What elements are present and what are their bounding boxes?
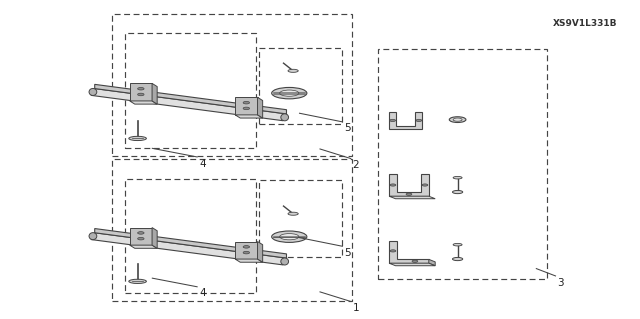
Ellipse shape [453,176,462,179]
Polygon shape [235,241,257,259]
Bar [259,180,342,257]
Polygon shape [130,101,157,104]
Ellipse shape [390,119,396,122]
Bar [259,48,342,124]
Polygon shape [389,112,422,129]
Ellipse shape [272,231,307,242]
Polygon shape [95,228,287,258]
Ellipse shape [406,193,412,195]
Polygon shape [95,84,287,114]
Text: 5: 5 [344,248,351,258]
Ellipse shape [453,118,462,121]
Polygon shape [91,233,287,265]
Bar [378,49,547,279]
Ellipse shape [243,246,250,248]
Ellipse shape [138,87,144,90]
Polygon shape [130,83,152,101]
Text: 4: 4 [199,159,205,168]
Bar [125,179,256,293]
Bar [112,160,352,301]
Ellipse shape [129,136,147,141]
Polygon shape [389,196,435,199]
Polygon shape [152,227,157,248]
Ellipse shape [281,258,289,265]
Ellipse shape [138,237,144,240]
Ellipse shape [449,117,466,122]
Text: 5: 5 [344,123,351,133]
Polygon shape [389,174,429,196]
Ellipse shape [89,233,97,240]
Polygon shape [389,263,435,266]
Ellipse shape [138,232,144,234]
Ellipse shape [272,87,307,99]
Text: XS9V1L331B: XS9V1L331B [553,19,618,28]
Ellipse shape [243,251,250,254]
Text: 3: 3 [557,278,564,287]
Ellipse shape [243,101,250,104]
Polygon shape [429,259,435,266]
Polygon shape [235,97,257,115]
Bar [125,33,256,148]
Ellipse shape [288,212,298,215]
Bar [112,14,352,156]
Ellipse shape [453,243,462,246]
Text: 4: 4 [199,288,205,298]
Ellipse shape [280,234,299,240]
Text: 1: 1 [353,303,359,313]
Ellipse shape [129,279,147,284]
Polygon shape [235,115,262,118]
Ellipse shape [89,88,97,95]
Polygon shape [235,259,262,262]
Polygon shape [130,227,152,245]
Ellipse shape [416,119,422,122]
Text: 2: 2 [353,160,359,170]
Polygon shape [257,97,262,118]
Ellipse shape [138,93,144,96]
Polygon shape [91,89,287,121]
Ellipse shape [390,250,396,252]
Polygon shape [257,241,262,262]
Ellipse shape [288,69,298,72]
Polygon shape [389,241,429,263]
Ellipse shape [390,184,396,186]
Polygon shape [152,83,157,104]
Polygon shape [130,245,157,248]
Ellipse shape [281,114,289,121]
Ellipse shape [412,260,418,262]
Ellipse shape [452,190,463,194]
Ellipse shape [280,90,299,96]
Ellipse shape [452,257,463,261]
Ellipse shape [243,107,250,110]
Ellipse shape [422,184,428,186]
